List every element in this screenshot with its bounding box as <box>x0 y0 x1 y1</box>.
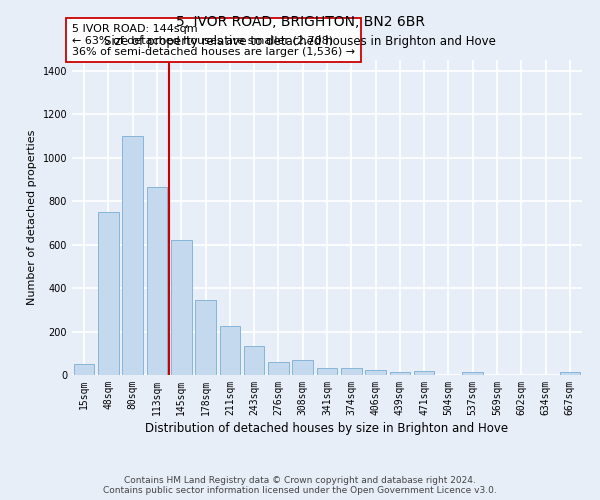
Bar <box>268 362 289 375</box>
Bar <box>414 372 434 375</box>
Bar <box>98 212 119 375</box>
Bar <box>341 368 362 375</box>
Bar <box>244 346 265 375</box>
Bar <box>171 240 191 375</box>
Bar <box>389 372 410 375</box>
Y-axis label: Number of detached properties: Number of detached properties <box>27 130 37 305</box>
Bar <box>365 370 386 375</box>
Text: Contains HM Land Registry data © Crown copyright and database right 2024.
Contai: Contains HM Land Registry data © Crown c… <box>103 476 497 495</box>
Bar <box>292 360 313 375</box>
Bar <box>463 372 483 375</box>
Text: Size of property relative to detached houses in Brighton and Hove: Size of property relative to detached ho… <box>104 35 496 48</box>
Bar <box>74 364 94 375</box>
X-axis label: Distribution of detached houses by size in Brighton and Hove: Distribution of detached houses by size … <box>145 422 509 435</box>
Bar <box>122 136 143 375</box>
Text: 5, IVOR ROAD, BRIGHTON, BN2 6BR: 5, IVOR ROAD, BRIGHTON, BN2 6BR <box>176 15 425 29</box>
Bar <box>195 300 216 375</box>
Bar <box>317 368 337 375</box>
Text: 5 IVOR ROAD: 144sqm
← 63% of detached houses are smaller (2,708)
36% of semi-det: 5 IVOR ROAD: 144sqm ← 63% of detached ho… <box>72 24 355 57</box>
Bar <box>146 187 167 375</box>
Bar <box>560 372 580 375</box>
Bar <box>220 326 240 375</box>
